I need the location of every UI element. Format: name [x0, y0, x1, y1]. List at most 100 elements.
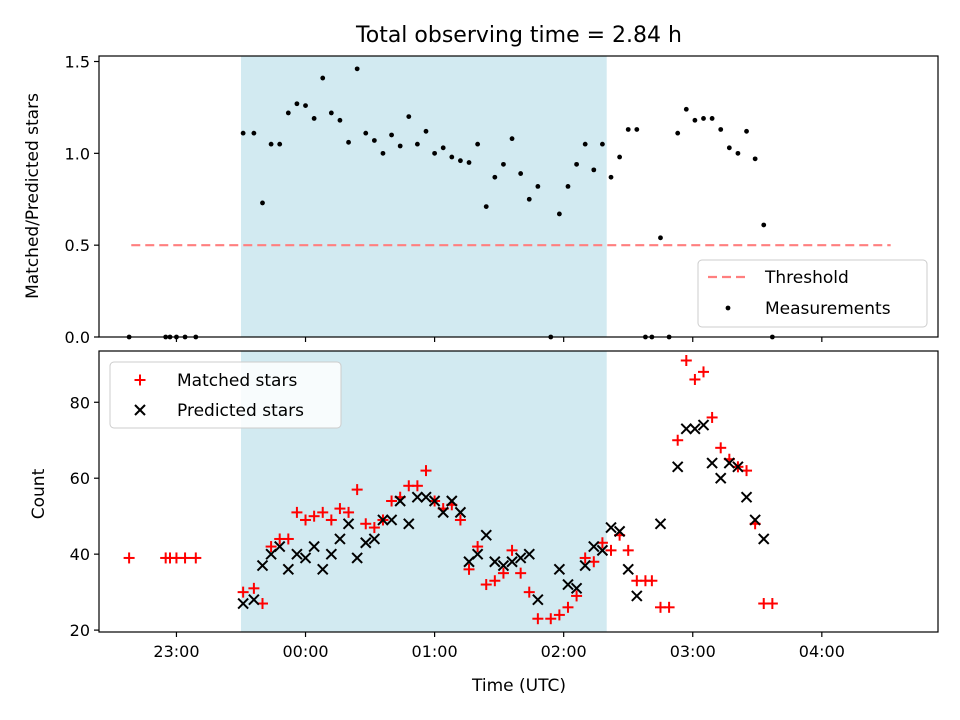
bottom-point-0-11	[282, 533, 294, 545]
bottom-point-1-49	[697, 419, 710, 431]
bottom-point-1-20	[411, 491, 424, 503]
bottom-point-0-58	[689, 373, 701, 385]
top-point-0-48	[608, 174, 614, 180]
bottom-point-0-48	[605, 544, 617, 556]
top-point-0-62	[726, 145, 732, 151]
top-point-0-46	[591, 167, 597, 173]
bottom-point-0-12	[291, 506, 303, 518]
bottom-legend-label-0: Matched stars	[177, 371, 297, 391]
top-point-0-27	[423, 128, 429, 134]
bottom-point-1-9	[317, 563, 329, 576]
x-axis-label: Time (UTC)	[471, 676, 566, 696]
top-point-0-40	[535, 183, 541, 189]
bottom-legend: Matched stars Predicted stars	[109, 361, 342, 429]
bottom-point-0-41	[545, 613, 557, 625]
bottom-xtick-label-2: 01:00	[412, 642, 458, 661]
top-point-0-6	[240, 130, 246, 136]
bottom-point-1-37	[570, 582, 583, 595]
bottom-point-0-20	[360, 518, 372, 530]
bottom-point-0-42	[553, 609, 565, 621]
top-point-0-44	[574, 161, 579, 167]
top-legend-box	[697, 259, 928, 328]
bottom-point-1-24	[446, 495, 458, 507]
bottom-point-1-1	[248, 594, 260, 606]
top-point-0-12	[294, 101, 300, 107]
bottom-point-0-15	[317, 506, 329, 518]
bottom-point-1-17	[385, 514, 398, 526]
bottom-point-1-56	[758, 533, 770, 545]
bottom-point-1-19	[403, 518, 415, 530]
bottom-point-1-28	[480, 529, 492, 541]
bottom-point-1-55	[749, 514, 761, 526]
bottom-point-1-25	[454, 506, 467, 519]
bottom-point-1-31	[506, 556, 518, 568]
figure-title: Total observing time = 2.84 h	[355, 23, 682, 48]
bottom-point-1-27	[471, 548, 484, 560]
bottom-point-0-61	[715, 442, 727, 454]
bottom-legend-predicted-swatch	[134, 404, 146, 416]
bottom-point-0-9	[265, 541, 277, 553]
bottom-point-1-43	[622, 563, 634, 576]
bottom-point-0-6	[237, 586, 249, 598]
top-point-0-32	[466, 160, 472, 165]
bottom-point-0-44	[571, 590, 583, 602]
bottom-point-1-14	[360, 537, 372, 549]
bottom-point-1-47	[680, 423, 693, 435]
bottom-point-0-5	[190, 552, 202, 564]
top-point-0-58	[692, 117, 698, 123]
bottom-point-1-46	[671, 461, 684, 473]
bottom-point-1-7	[299, 552, 312, 564]
top-legend-label-0: Threshold	[764, 268, 849, 288]
top-point-0-38	[518, 171, 524, 176]
bottom-point-1-8	[308, 540, 320, 553]
bottom-point-1-29	[489, 556, 501, 568]
bottom-y-axis-label: Count	[29, 468, 49, 519]
top-point-0-8	[260, 200, 265, 206]
bottom-point-0-17	[334, 503, 346, 515]
top-point-0-24	[397, 143, 403, 149]
top-point-0-17	[337, 117, 343, 123]
bottom-point-1-35	[553, 563, 566, 576]
bottom-point-0-45	[579, 552, 591, 564]
top-point-0-29	[440, 145, 446, 151]
top-point-0-9	[268, 141, 274, 147]
top-point-0-33	[475, 141, 481, 147]
top-point-0-21	[371, 138, 377, 143]
top-point-0-64	[744, 128, 749, 134]
bottom-point-0-16	[325, 514, 337, 526]
bottom-point-0-40	[532, 613, 544, 625]
bottom-point-0-56	[672, 434, 684, 446]
top-ytick-label-3: 1.5	[65, 53, 90, 72]
bottom-point-0-26	[411, 480, 423, 492]
bottom-point-0-7	[248, 582, 260, 594]
bottom-point-1-54	[740, 491, 753, 503]
bottom-point-1-13	[351, 552, 363, 564]
bottom-point-1-52	[723, 457, 736, 469]
bottom-point-0-4	[179, 552, 191, 564]
top-point-0-36	[501, 161, 506, 167]
bottom-xtick-label-1: 00:00	[282, 642, 328, 661]
bottom-legend-label-1: Predicted stars	[177, 401, 304, 421]
bottom-point-1-5	[282, 563, 295, 576]
bottom-point-0-37	[506, 544, 518, 556]
top-point-0-56	[675, 130, 681, 136]
bottom-point-0-34	[480, 579, 492, 591]
bottom-point-0-53	[646, 575, 658, 587]
top-legend-label-1: Measurements	[765, 299, 891, 319]
top-axes-frame	[98, 55, 939, 338]
bottom-point-1-11	[334, 533, 346, 545]
bottom-point-0-36	[497, 567, 509, 579]
bottom-point-1-40	[596, 544, 609, 557]
bottom-point-1-6	[291, 548, 303, 560]
top-legend-measurement-swatch	[725, 305, 731, 311]
top-plot-layer: 0.0 0.5 1.0 1.5 Threshold Measurements	[65, 53, 939, 347]
bottom-point-1-21	[420, 491, 432, 503]
bottom-point-1-32	[514, 552, 527, 564]
bottom-point-1-39	[588, 540, 600, 553]
bottom-point-1-51	[715, 472, 727, 484]
bottom-point-0-59	[698, 366, 710, 378]
bottom-point-0-31	[454, 514, 466, 526]
bottom-xtick-label-4: 03:00	[670, 642, 716, 661]
top-point-0-26	[414, 141, 420, 147]
top-point-0-50	[625, 127, 631, 132]
